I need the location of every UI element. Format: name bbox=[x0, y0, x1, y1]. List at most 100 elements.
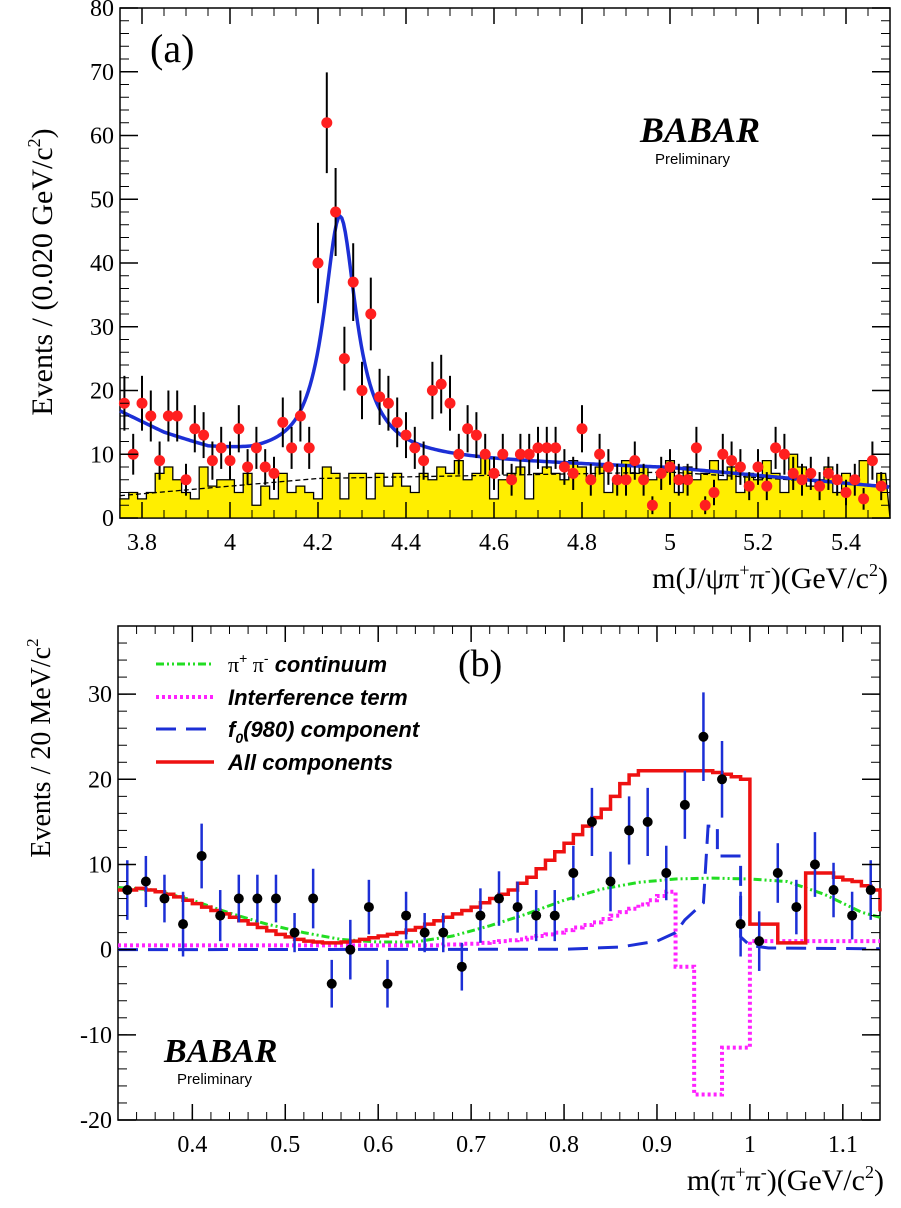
f0-component-curve bbox=[117, 824, 881, 952]
data-point bbox=[286, 442, 298, 454]
data-point bbox=[140, 876, 151, 887]
panel-a-xlabel: m(J/ψπ+π-)(GeV/c2) bbox=[652, 560, 888, 595]
data-point bbox=[456, 961, 467, 972]
data-point bbox=[805, 467, 817, 479]
data-point bbox=[629, 455, 641, 467]
data-point bbox=[506, 474, 518, 486]
panel-b-continuum-curve bbox=[117, 876, 881, 944]
x-tick-label: 5.4 bbox=[831, 530, 861, 556]
data-point bbox=[708, 487, 720, 498]
data-point bbox=[754, 936, 765, 947]
data-point bbox=[268, 467, 280, 479]
panel-b-logo: BABAR Preliminary bbox=[163, 1033, 277, 1088]
panel-a-background-fit bbox=[119, 471, 891, 497]
legend-label-interference: Interference term bbox=[228, 685, 408, 710]
panel-a-background-histogram bbox=[119, 453, 891, 519]
y-tick-label: 60 bbox=[90, 124, 114, 150]
data-point bbox=[865, 885, 876, 896]
data-point bbox=[698, 731, 709, 742]
y-tick-label: 30 bbox=[88, 682, 112, 708]
y-tick-label: -20 bbox=[80, 1108, 112, 1134]
data-point bbox=[312, 257, 324, 269]
legend-label-continuum: π+ π- continuum bbox=[228, 650, 387, 677]
background-histogram bbox=[119, 453, 891, 519]
data-point bbox=[840, 487, 852, 498]
data-point bbox=[717, 448, 729, 460]
data-point bbox=[303, 442, 315, 454]
panel-a-data-points bbox=[118, 72, 887, 515]
x-tick-label: 0.5 bbox=[270, 1132, 300, 1158]
data-point bbox=[435, 378, 447, 390]
data-point bbox=[196, 850, 207, 861]
panel-a-label: (a) bbox=[150, 26, 194, 71]
data-point bbox=[180, 474, 192, 486]
data-point bbox=[752, 461, 764, 473]
data-point bbox=[444, 397, 456, 409]
data-point bbox=[270, 893, 281, 904]
data-point bbox=[642, 816, 653, 827]
legend-label-all: All components bbox=[227, 750, 393, 775]
data-point bbox=[568, 868, 579, 878]
data-point bbox=[770, 442, 782, 454]
data-point bbox=[605, 876, 616, 887]
y-tick-label: 40 bbox=[90, 251, 114, 277]
data-point bbox=[470, 429, 482, 441]
continuum-curve bbox=[117, 876, 881, 944]
panel-b-axes: 0.4 0.5 0.6 0.7 0.8 0.9 1 1.1 -20 -10 0 10 20 30 bbox=[80, 625, 880, 1158]
data-point bbox=[791, 902, 802, 913]
x-tick-label: 0.4 bbox=[177, 1132, 207, 1158]
y-tick-label: 30 bbox=[90, 315, 114, 341]
panel-b-label: (b) bbox=[458, 643, 502, 685]
x-tick-label: 5 bbox=[664, 530, 676, 556]
data-point bbox=[532, 442, 544, 454]
data-point bbox=[875, 480, 887, 492]
data-point bbox=[321, 117, 333, 129]
data-point bbox=[586, 816, 597, 827]
y-tick-label: 20 bbox=[90, 379, 114, 405]
data-point bbox=[699, 499, 711, 511]
panel-a: 3.8 4 4.2 4.4 4.6 4.8 5 5.2 5.4 0 10 20 30 40 50 60 70 80… bbox=[24, 0, 891, 595]
panel-a-axes: 3.8 4 4.2 4.4 4.6 4.8 5 5.2 5.4 0 10 20 30 40 50 60 70 80 bbox=[90, 0, 891, 556]
data-point bbox=[624, 825, 635, 836]
panel-b-ylabel: Events / 20 MeV/c2 bbox=[23, 638, 57, 857]
x-tick-label: 1 bbox=[744, 1132, 756, 1158]
data-point bbox=[673, 474, 685, 486]
data-point bbox=[479, 448, 491, 460]
data-point bbox=[594, 448, 606, 460]
data-point bbox=[162, 410, 174, 422]
panel-a-frame bbox=[119, 7, 891, 519]
data-point bbox=[866, 455, 878, 467]
data-point bbox=[611, 474, 623, 486]
data-point bbox=[690, 442, 702, 454]
data-point bbox=[585, 474, 597, 486]
y-tick-label: 80 bbox=[90, 0, 114, 22]
x-tick-label: 0.8 bbox=[549, 1132, 579, 1158]
data-point bbox=[664, 461, 676, 473]
data-point bbox=[391, 416, 403, 428]
data-point bbox=[438, 927, 449, 938]
data-point bbox=[233, 893, 244, 904]
data-point bbox=[233, 423, 245, 435]
data-point bbox=[136, 397, 148, 409]
data-point bbox=[550, 442, 562, 454]
data-point bbox=[382, 978, 393, 989]
data-point bbox=[620, 474, 632, 486]
data-point bbox=[326, 978, 337, 989]
babar-logo-b: BABAR bbox=[163, 1033, 277, 1070]
panel-b-f0-curve bbox=[117, 824, 881, 952]
y-tick-label: 0 bbox=[102, 506, 114, 532]
data-point bbox=[215, 910, 226, 921]
babar-logo-a: BABAR bbox=[639, 110, 760, 150]
data-point bbox=[679, 799, 690, 810]
x-tick-label: 4.4 bbox=[391, 530, 421, 556]
panel-b-legend: π+ π- continuum Interference term f0(980… bbox=[156, 650, 421, 775]
data-point bbox=[661, 868, 672, 878]
y-tick-label: 0 bbox=[100, 938, 112, 964]
y-tick-label: -10 bbox=[80, 1023, 112, 1049]
data-point bbox=[558, 461, 570, 473]
data-point bbox=[809, 859, 820, 870]
data-point bbox=[655, 467, 667, 479]
panel-a-ylabel: Events / (0.020 GeV/c2) bbox=[24, 128, 59, 415]
